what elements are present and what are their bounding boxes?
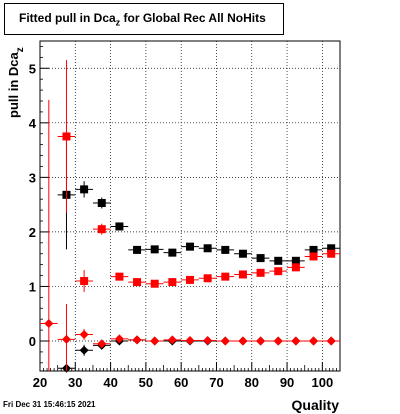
data-point-square [168, 248, 177, 257]
data-point-diamond [79, 329, 89, 339]
y-tick-label: 5 [29, 61, 36, 76]
y-axis-label-sub: z [15, 47, 26, 52]
data-point-diamond [256, 336, 266, 346]
data-point-diamond [132, 335, 142, 345]
data-point-diamond [114, 334, 124, 344]
svg-text:pull in Dcaz: pull in Dcaz [6, 47, 26, 118]
data-point-square [221, 245, 230, 254]
data-point-square [150, 245, 159, 254]
data-point-square [62, 132, 71, 141]
data-point-square [309, 252, 318, 261]
grid [40, 41, 340, 371]
axis-ticks [39, 46, 341, 371]
y-tick-label: 0 [29, 334, 36, 349]
chart-title: Fitted pull in Dcaz for Global Rec All N… [19, 11, 266, 27]
x-axis-label: Quality [292, 397, 340, 413]
data-point-square [80, 185, 89, 194]
footer-date: Fri Dec 31 15:46:15 2021 [3, 400, 96, 409]
data-point-diamond [61, 334, 71, 344]
data-point-diamond [309, 336, 319, 346]
y-tick-label: 1 [29, 279, 36, 294]
x-tick-label: 30 [68, 375, 82, 390]
y-tick-label: 4 [29, 116, 37, 131]
x-tick-label: 70 [209, 375, 223, 390]
x-tick-label: 60 [174, 375, 188, 390]
x-tick-label: 50 [139, 375, 153, 390]
data-point-square [291, 263, 300, 272]
y-axis-label: pull in Dcaz [6, 47, 26, 118]
data-point-square [238, 249, 247, 258]
data-point-diamond [291, 336, 301, 346]
data-point-square [256, 254, 265, 263]
chart-title-rest: for Global Rec All NoHits [120, 10, 266, 25]
data-point-square [186, 275, 194, 284]
data-point-square [97, 225, 106, 234]
data-point-square [274, 256, 283, 265]
x-tick-label: 80 [245, 375, 259, 390]
data-point-diamond [79, 345, 89, 355]
data-point-diamond [203, 335, 213, 345]
data-point-square [186, 242, 194, 251]
data-point-square [274, 267, 283, 276]
data-point-square [309, 245, 318, 254]
data-points [40, 60, 340, 373]
data-point-square [221, 272, 230, 281]
data-point-square [256, 268, 265, 277]
chart-title-main: Fitted pull in Dca [19, 10, 116, 25]
data-point-square [133, 245, 142, 254]
data-point-square [203, 274, 212, 283]
x-tick-label: 100 [312, 375, 334, 390]
data-point-square [150, 279, 159, 288]
data-point-diamond [326, 336, 336, 346]
data-point-square [291, 256, 300, 265]
data-point-square [133, 278, 142, 287]
data-point-diamond [167, 335, 177, 345]
data-point-diamond [44, 319, 54, 329]
data-point-diamond [273, 336, 283, 346]
data-point-square [327, 249, 336, 258]
data-point-diamond [238, 336, 248, 346]
title-box: Fitted pull in Dcaz for Global Rec All N… [4, 3, 284, 35]
x-tick-label: 20 [33, 375, 47, 390]
data-point-square [80, 277, 89, 285]
data-point-square [115, 222, 124, 231]
series-0 [57, 140, 340, 265]
series-1 [57, 60, 340, 292]
data-point-diamond [150, 336, 160, 346]
data-point-diamond [185, 335, 195, 345]
data-point-diamond [97, 339, 107, 349]
y-tick-label: 3 [29, 170, 36, 185]
x-tick-label: 40 [103, 375, 117, 390]
data-point-square [327, 244, 336, 253]
data-point-square [203, 244, 212, 253]
data-point-square [168, 278, 177, 287]
data-point-diamond [220, 336, 230, 346]
y-tick-label: 2 [29, 225, 36, 240]
data-point-square [238, 270, 247, 279]
series-3 [40, 99, 340, 371]
tick-labels: 20 30 40 50 60 70 80 90 100 0 1 2 3 4 5 [29, 61, 333, 390]
plot-frame [39, 40, 341, 372]
y-axis-label-main: pull in Dca [6, 52, 21, 119]
chart-title-sub: z [115, 17, 121, 28]
data-point-square [97, 199, 106, 207]
x-tick-label: 90 [280, 375, 294, 390]
data-point-square [115, 272, 124, 281]
